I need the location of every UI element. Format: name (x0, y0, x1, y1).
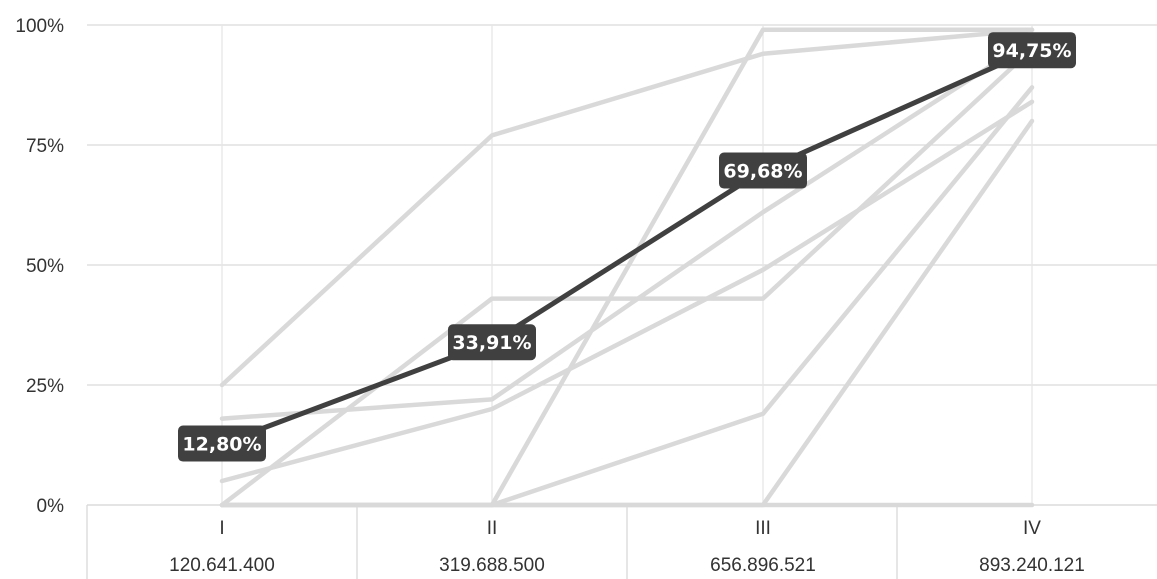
background-series-group (219, 27, 1035, 508)
data-label: 69,68% (719, 152, 807, 189)
x-axis: I 120.641.400 II 319.688.500 III 656.896.521 I… (86, 504, 1157, 579)
data-label: 33,91% (448, 324, 536, 361)
highlight-series-group (219, 47, 1035, 447)
x-category-sublabel: 656.896.521 (710, 555, 816, 576)
data-label-text: 94,75% (992, 40, 1071, 62)
data-label-box (178, 425, 266, 462)
y-tick-label: 50% (26, 256, 64, 277)
background-series-line (219, 27, 1035, 388)
y-tick-label: 0% (37, 496, 65, 517)
data-labels-group: 12,80% 33,91% 69,68% 94,75% (178, 32, 1076, 462)
background-series-line (219, 46, 1035, 508)
background-series-line (219, 37, 1035, 421)
data-label-box (988, 32, 1076, 69)
background-series-line (219, 27, 1035, 508)
x-category-label: II (487, 518, 498, 539)
data-label-box (448, 324, 536, 361)
data-label-text: 12,80% (182, 434, 261, 456)
data-label-box (719, 152, 807, 189)
x-category-sublabel: 319.688.500 (439, 555, 545, 576)
x-category-label: I (219, 518, 224, 539)
y-tick-label: 100% (15, 16, 64, 37)
data-label-text: 33,91% (452, 332, 531, 354)
x-category-label: III (755, 518, 771, 539)
y-tick-label: 25% (26, 376, 64, 397)
gridlines: 0% 25% 50% 75% 100% (15, 16, 1157, 517)
x-category-sublabel: 893.240.121 (979, 555, 1085, 576)
x-category-sublabel: 120.641.400 (169, 555, 275, 576)
data-label: 12,80% (178, 425, 266, 462)
y-tick-label: 75% (26, 136, 64, 157)
data-label-text: 69,68% (723, 161, 802, 183)
x-category-label: IV (1023, 518, 1041, 539)
background-series-line (219, 99, 1035, 484)
data-label: 94,75% (988, 32, 1076, 69)
highlight-series-line (219, 47, 1035, 447)
